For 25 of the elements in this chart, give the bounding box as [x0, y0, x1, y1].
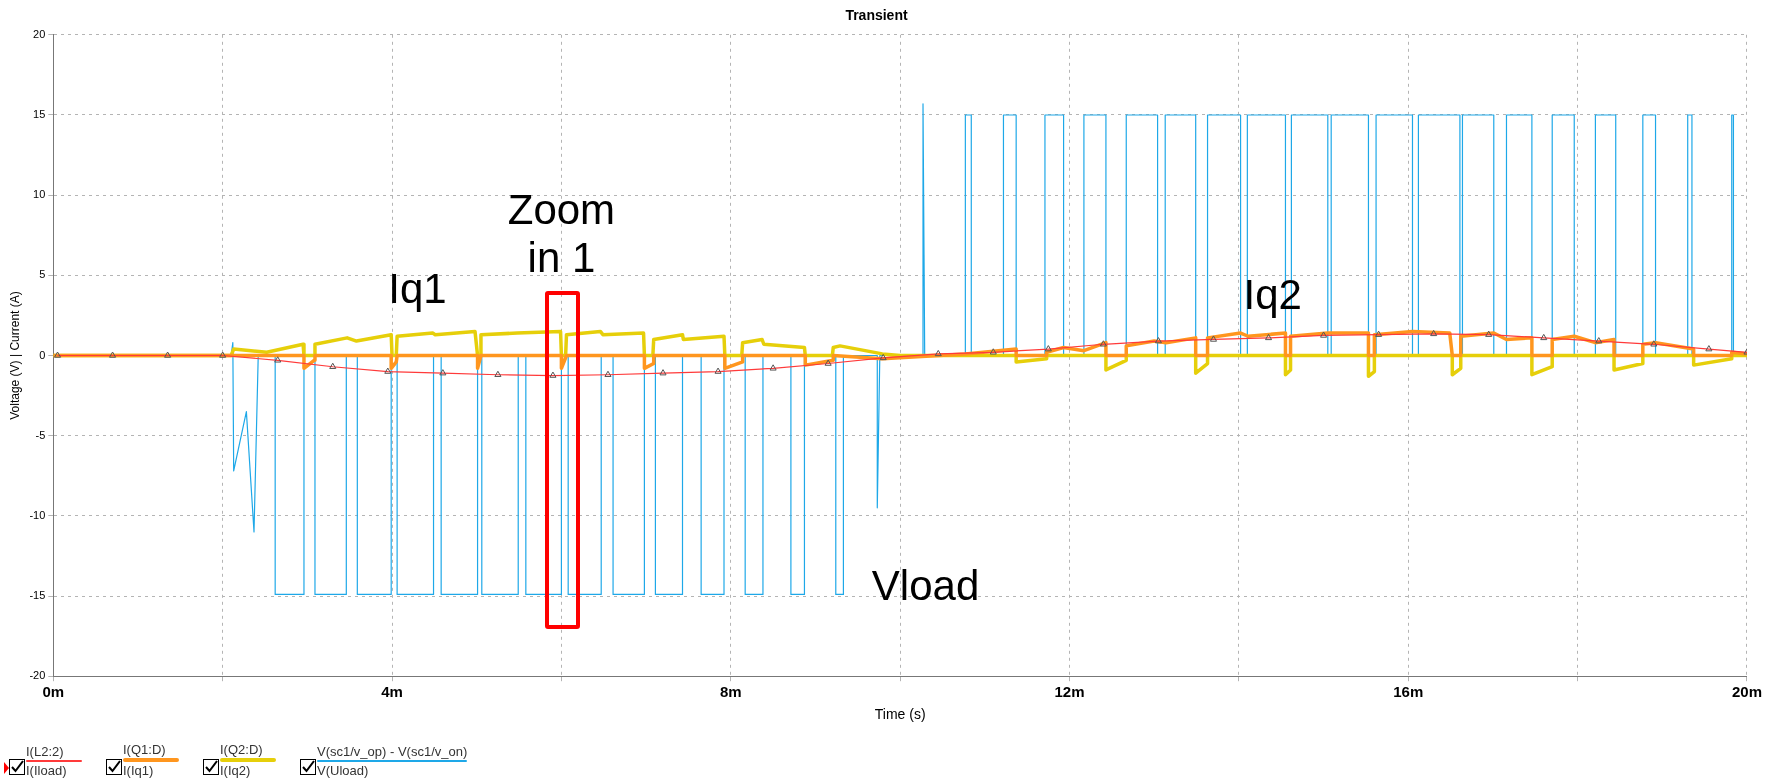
y-tick-label: -20 [29, 669, 46, 682]
y-axis-title: Voltage (V) | Current (A) [7, 291, 22, 420]
x-axis-title: Time (s) [874, 706, 926, 723]
y-tick-label: -5 [35, 428, 46, 441]
x-tick-label: 20m [1731, 683, 1762, 701]
annotation: Iq1 [388, 264, 447, 312]
annotation: Vload [871, 561, 980, 609]
y-tick-label: -10 [29, 508, 46, 521]
x-tick-label: 12m [1054, 683, 1085, 701]
y-tick-label: 15 [33, 108, 46, 121]
text: I(Q1:D) I(Iq1) [123, 742, 167, 778]
chart-title: Transient [845, 7, 908, 24]
y-tick-label: -15 [29, 589, 46, 602]
y-tick-label: 0 [39, 348, 46, 361]
y-tick-label: 10 [33, 188, 46, 201]
text: I(Q2:D) I(Iq2) [220, 742, 264, 778]
text: I(L2:2) I(Iload) [26, 744, 68, 778]
x-tick-label: 4m [381, 683, 403, 701]
text: V(sc1/v_op) - V(sc1/v_on) V(Uload) [317, 744, 468, 778]
x-tick-label: 8m [719, 683, 742, 701]
y-tick-label: 20 [33, 27, 46, 40]
x-tick-label: 0m [42, 683, 65, 701]
y-tick-label: 5 [39, 268, 46, 281]
x-tick-label: 16m [1393, 683, 1424, 701]
annotation: Zoom in 1 [507, 186, 616, 282]
